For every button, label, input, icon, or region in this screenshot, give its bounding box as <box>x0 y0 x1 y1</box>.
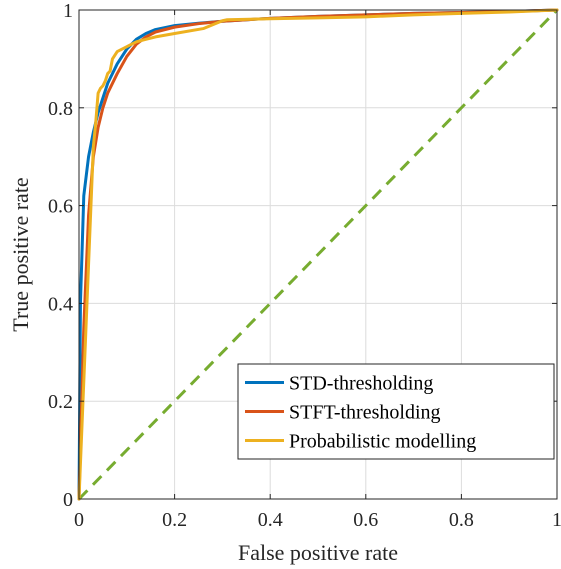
axis-ticks: 0 0.2 0.4 0.6 0.8 1 0 0.2 0.4 0.6 0.8 1 <box>48 0 561 531</box>
x-axis-label: False positive rate <box>238 540 398 565</box>
y-tick-label: 0.6 <box>48 196 73 218</box>
plot-frame <box>78 9 558 500</box>
y-tick-label: 0 <box>63 489 73 511</box>
y-tick-label: 0.4 <box>48 293 73 315</box>
series-line-probabilistic-modelling <box>77 8 559 501</box>
legend-label: Probabilistic modelling <box>289 431 476 453</box>
y-tick-label: 1 <box>63 0 73 22</box>
series-group <box>77 8 559 501</box>
legend-label: STD-thresholding <box>289 373 433 395</box>
legend: STD-thresholding STFT-thresholding Probabi… <box>237 363 555 460</box>
chance-diagonal-line <box>77 8 559 501</box>
series-line-stft-thresholding <box>77 8 559 501</box>
y-tick-label: 0.2 <box>48 391 73 413</box>
legend-box <box>237 363 555 460</box>
x-tick-label: 0.6 <box>353 509 378 531</box>
x-tick-label: 1 <box>552 509 561 531</box>
x-tick-label: 0.2 <box>162 509 187 531</box>
x-tick-label: 0.4 <box>258 509 283 531</box>
legend-label: STFT-thresholding <box>289 402 441 424</box>
x-tick-label: 0.8 <box>449 509 474 531</box>
grid <box>78 9 558 500</box>
x-tick-label: 0 <box>74 509 84 531</box>
y-axis-label: True positive rate <box>8 177 33 331</box>
y-tick-label: 0.8 <box>48 98 73 120</box>
